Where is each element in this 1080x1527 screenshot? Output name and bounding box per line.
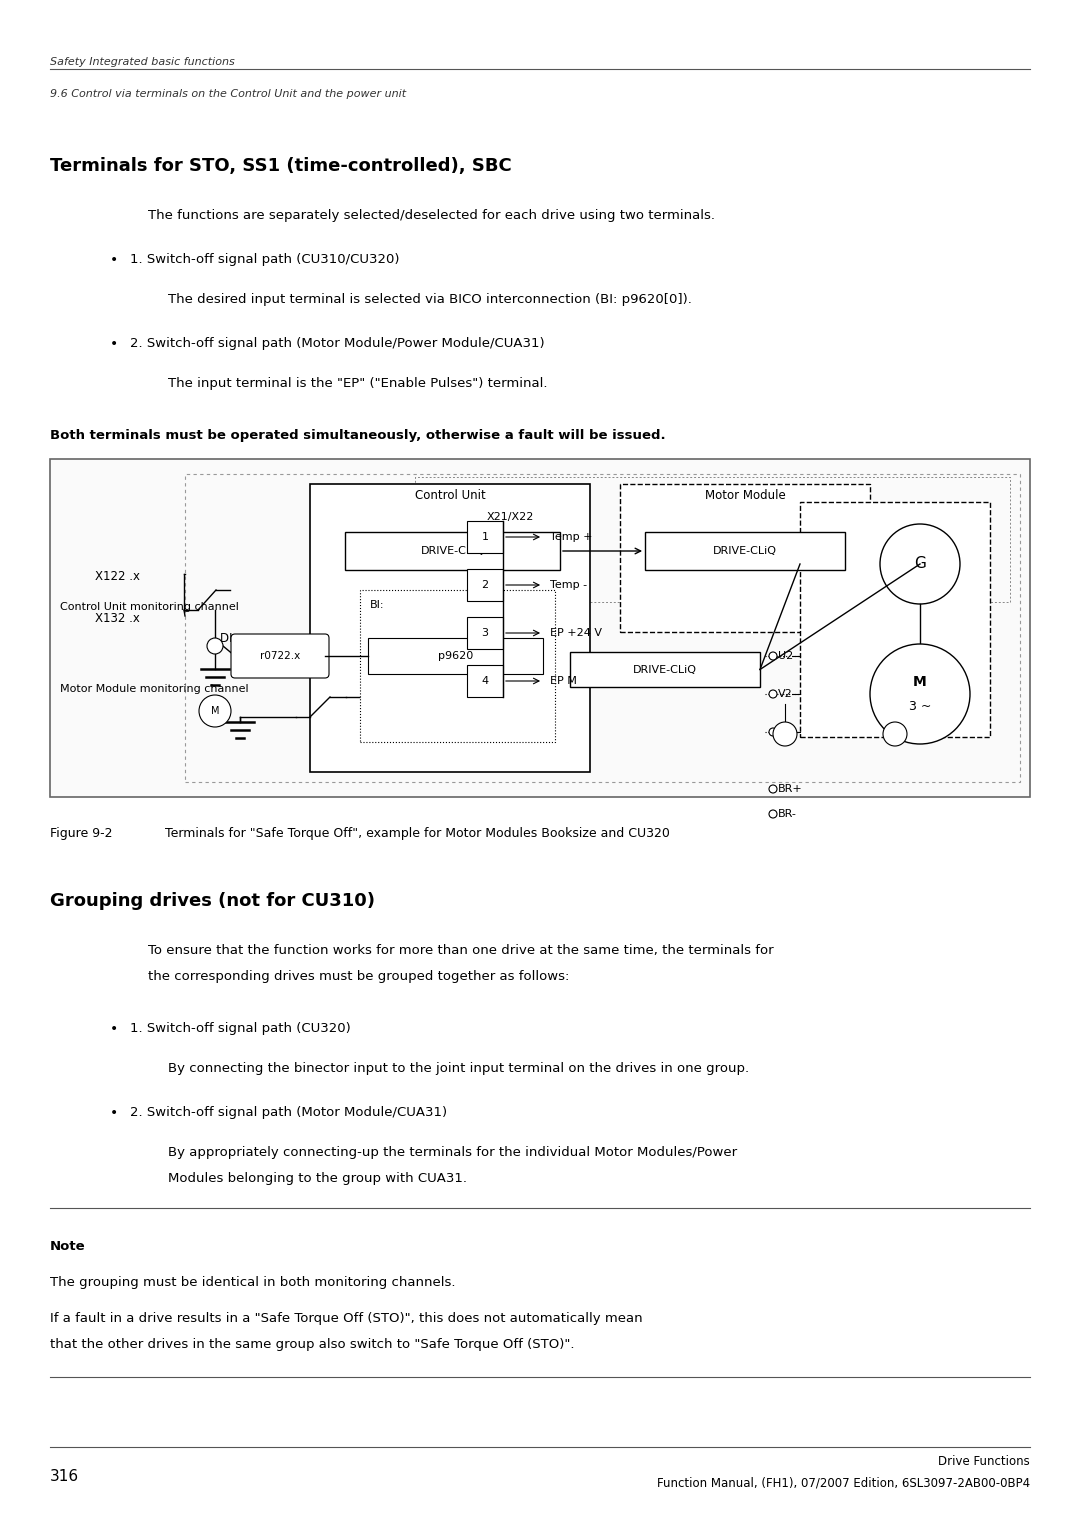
Text: Control Unit: Control Unit [415, 489, 485, 502]
Bar [360, 589, 555, 742]
Text: 3 ~: 3 ~ [908, 699, 931, 713]
Text: X21/X22: X21/X22 [486, 512, 534, 522]
Circle shape [773, 722, 797, 747]
Circle shape [769, 690, 777, 698]
Text: U2: U2 [778, 651, 793, 661]
Text: Function Manual, (FH1), 07/2007 Edition, 6SL3097-2AB00-0BP4: Function Manual, (FH1), 07/2007 Edition,… [657, 1477, 1030, 1490]
Bar [800, 502, 990, 738]
Text: r0722.x: r0722.x [260, 651, 300, 661]
Text: 2. Switch-off signal path (Motor Module/Power Module/CUA31): 2. Switch-off signal path (Motor Module/… [130, 337, 544, 350]
Text: DRIVE-CLiQ: DRIVE-CLiQ [633, 664, 697, 675]
Text: Motor Module monitoring channel: Motor Module monitoring channel [60, 684, 248, 693]
Circle shape [883, 722, 907, 747]
Circle shape [769, 809, 777, 818]
Circle shape [769, 785, 777, 793]
Text: Modules belonging to the group with CUA31.: Modules belonging to the group with CUA3… [168, 1173, 467, 1185]
Text: 1: 1 [482, 531, 488, 542]
Text: The functions are separately selected/deselected for each drive using two termin: The functions are separately selected/de… [148, 209, 715, 221]
Text: Control Unit monitoring channel: Control Unit monitoring channel [60, 602, 239, 612]
Text: By connecting the binector input to the joint input terminal on the drives in on: By connecting the binector input to the … [168, 1061, 750, 1075]
Text: The desired input terminal is selected via BICO interconnection (BI: p9620[0]).: The desired input terminal is selected v… [168, 293, 692, 305]
Circle shape [207, 638, 222, 654]
Text: •: • [110, 253, 118, 267]
Text: 9.6 Control via terminals on the Control Unit and the power unit: 9.6 Control via terminals on the Control… [50, 89, 406, 99]
Text: •: • [110, 1106, 118, 1119]
Bar [368, 638, 543, 673]
Text: G: G [914, 556, 926, 571]
Text: W2: W2 [778, 727, 796, 738]
Text: M: M [913, 675, 927, 689]
Circle shape [199, 695, 231, 727]
Text: Note: Note [50, 1240, 85, 1254]
Bar [50, 460, 1030, 797]
Text: Temp -: Temp - [550, 580, 588, 589]
Text: 2. Switch-off signal path (Motor Module/CUA31): 2. Switch-off signal path (Motor Module/… [130, 1106, 447, 1119]
Text: Figure 9-2: Figure 9-2 [50, 828, 112, 840]
Text: •: • [110, 337, 118, 351]
Bar [467, 521, 503, 553]
Text: EP +24 V: EP +24 V [550, 628, 602, 638]
Circle shape [769, 728, 777, 736]
Text: X122 .x: X122 .x [95, 570, 140, 582]
Text: X132 .x: X132 .x [95, 611, 140, 625]
Text: If a fault in a drive results in a "Safe Torque Off (STO)", this does not automa: If a fault in a drive results in a "Safe… [50, 1312, 643, 1325]
Text: Drive Functions: Drive Functions [939, 1455, 1030, 1467]
Text: p9620: p9620 [437, 651, 473, 661]
Text: EP M: EP M [550, 676, 577, 686]
Text: Motor Module: Motor Module [704, 489, 785, 502]
Text: The grouping must be identical in both monitoring channels.: The grouping must be identical in both m… [50, 1277, 456, 1289]
Bar [467, 664, 503, 696]
Circle shape [870, 644, 970, 744]
Text: the corresponding drives must be grouped together as follows:: the corresponding drives must be grouped… [148, 970, 569, 983]
Text: DRIVE-CLiQ: DRIVE-CLiQ [420, 547, 485, 556]
Text: By appropriately connecting-up the terminals for the individual Motor Modules/Po: By appropriately connecting-up the termi… [168, 1145, 738, 1159]
Text: 1. Switch-off signal path (CU310/CU320): 1. Switch-off signal path (CU310/CU320) [130, 253, 400, 266]
Text: BI:: BI: [370, 600, 384, 609]
Bar [645, 531, 845, 570]
Text: V2: V2 [778, 689, 793, 699]
Text: 1. Switch-off signal path (CU320): 1. Switch-off signal path (CU320) [130, 1022, 351, 1035]
Bar [467, 617, 503, 649]
Bar [345, 531, 561, 570]
Bar [415, 476, 1010, 602]
Text: Terminals for "Safe Torque Off", example for Motor Modules Booksize and CU320: Terminals for "Safe Torque Off", example… [165, 828, 670, 840]
Text: that the other drives in the same group also switch to "Safe Torque Off (STO)".: that the other drives in the same group … [50, 1338, 575, 1351]
Text: BR-: BR- [778, 809, 797, 818]
Bar [185, 473, 1020, 782]
Text: Grouping drives (not for CU310): Grouping drives (not for CU310) [50, 892, 375, 910]
Text: The input terminal is the "EP" ("Enable Pulses") terminal.: The input terminal is the "EP" ("Enable … [168, 377, 548, 389]
Circle shape [880, 524, 960, 605]
Text: •: • [110, 1022, 118, 1035]
Text: Terminals for STO, SS1 (time-controlled), SBC: Terminals for STO, SS1 (time-controlled)… [50, 157, 512, 176]
Text: Both terminals must be operated simultaneously, otherwise a fault will be issued: Both terminals must be operated simultan… [50, 429, 665, 441]
Text: To ensure that the function works for more than one drive at the same time, the : To ensure that the function works for mo… [148, 944, 773, 957]
Text: M: M [211, 705, 219, 716]
Text: 3: 3 [482, 628, 488, 638]
Text: DRIVE-CLiQ: DRIVE-CLiQ [713, 547, 777, 556]
Text: BR+: BR+ [778, 783, 802, 794]
Circle shape [769, 652, 777, 660]
Text: 2: 2 [482, 580, 488, 589]
Text: DI x: DI x [220, 632, 243, 644]
Bar [620, 484, 870, 632]
Text: Temp +: Temp + [550, 531, 593, 542]
Text: 4: 4 [482, 676, 488, 686]
Bar [570, 652, 760, 687]
Text: Safety Integrated basic functions: Safety Integrated basic functions [50, 56, 234, 67]
Text: 316: 316 [50, 1469, 79, 1484]
Bar [310, 484, 590, 773]
FancyBboxPatch shape [231, 634, 329, 678]
Bar [467, 570, 503, 602]
